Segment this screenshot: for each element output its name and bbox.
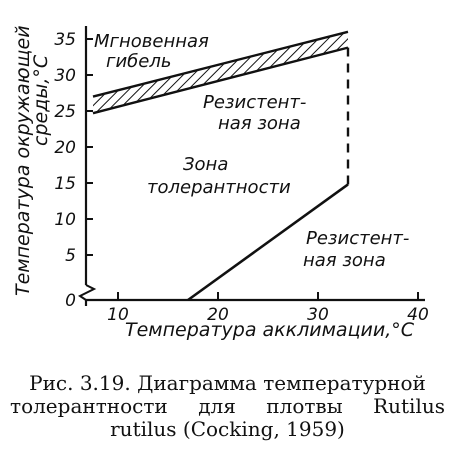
x-tick-label: 40 [407, 305, 429, 325]
x-ticks: 10 20 30 40 [107, 292, 429, 325]
lower-boundary-line [187, 183, 349, 302]
lethal-resistance-band [93, 31, 348, 114]
x-tick-label: 10 [107, 305, 129, 325]
y-tick-label: 15 [54, 174, 76, 194]
annotation-resistance-lower-1: Резистент- [306, 228, 409, 249]
caption-line-3: rutilus (Cocking, 1959) [110, 417, 345, 441]
y-tick-label: 0 [65, 291, 76, 311]
y-tick-label: 10 [54, 210, 76, 230]
y-tick-label: 35 [54, 30, 76, 50]
x-tick-label: 30 [307, 305, 329, 325]
annotation-tolerance-1: Зона [183, 154, 228, 175]
annotation-resistance-lower-2: ная зона [303, 250, 386, 271]
y-tick-label: 5 [65, 246, 76, 266]
y-axis-label-line2: среды,°С [30, 54, 52, 146]
figure-caption: Рис. 3.19. Диаграмма температурной толер… [10, 372, 445, 441]
y-tick-label: 20 [54, 138, 76, 158]
x-tick-label: 20 [207, 305, 229, 325]
annotation-resistance-upper-2: ная зона [218, 113, 301, 134]
tolerance-chart: 0 5 10 15 20 25 30 35 10 20 30 40 Температура аккл… [12, 25, 429, 341]
axis-break-mark [78, 284, 97, 301]
y-ticks: 0 5 10 15 20 25 30 35 [54, 30, 93, 311]
lower-band-boundary-line [92, 46, 349, 115]
annotation-tolerance-2: толерантности [147, 177, 291, 198]
annotation-instant-death-2: гибель [106, 51, 171, 72]
annotation-resistance-upper-1: Резистент- [203, 92, 306, 113]
caption-line-1: Рис. 3.19. Диаграмма температурной [29, 371, 426, 395]
x-axis-label: Температура акклимации,°С [125, 319, 415, 341]
y-tick-label: 25 [54, 102, 76, 122]
annotation-instant-death-1: Мгновенная [94, 31, 209, 52]
y-axis-label-line1: Температура окружающей [12, 25, 34, 296]
caption-line-2: толерантности для плотвы Rutilus [10, 394, 445, 418]
upper-boundary-line [92, 30, 349, 98]
y-tick-label: 30 [54, 66, 76, 86]
